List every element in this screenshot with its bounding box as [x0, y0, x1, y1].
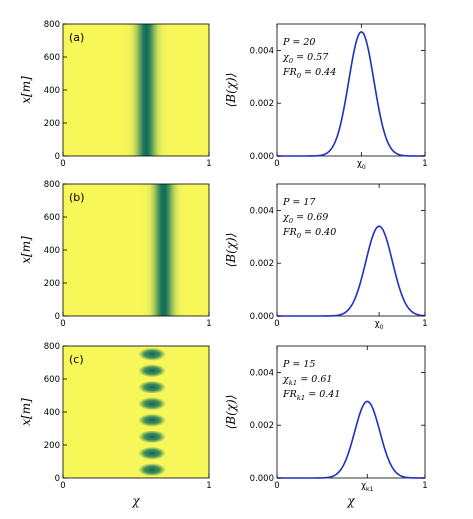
y-tick-label: 200: [44, 441, 60, 451]
heatmap-panel-1: 0 200 400 600 800 0 1 (a) x[m]: [19, 20, 212, 169]
x-tick-label: 1: [422, 319, 427, 329]
x-tick-label: 0: [60, 319, 65, 329]
heatmap-field: [63, 184, 209, 316]
heatmap-stripe-2: [138, 447, 166, 460]
y-tick-label: 600: [44, 53, 60, 63]
y-tick-label: 400: [44, 86, 60, 96]
y-tick-label: 0.002: [250, 99, 274, 109]
y-tick-label: 0.004: [250, 368, 274, 378]
x-tick-label: 0: [274, 159, 279, 169]
y-tick-label: 0: [55, 312, 60, 322]
y-tick-label: 800: [44, 20, 60, 30]
x-tick-label: χ0: [375, 319, 384, 331]
y-tick-label: 200: [44, 279, 60, 289]
heatmap-stripe-1: [138, 463, 166, 476]
y-axis-label: ⟨B(χ)⟩: [224, 233, 238, 268]
heatmap-background: [63, 346, 209, 478]
y-tick-label: 0.000: [250, 312, 274, 322]
y-tick-label: 0.002: [250, 259, 274, 269]
y-tick-label: 600: [44, 213, 60, 223]
y-axis-label: x[m]: [19, 76, 33, 104]
x-tick-label: 1: [206, 159, 211, 169]
y-tick-label: 0.000: [250, 474, 274, 484]
heatmap-panel-2: 0 200 400 600 800 0 1 (b) x[m]: [19, 180, 212, 329]
x-axis-label: χ: [346, 494, 355, 508]
heatmap-stripe-4: [138, 414, 166, 427]
heatmap-panel-3: 0 200 400 600 800 0 1 (c) x[m] χ: [19, 342, 212, 508]
y-axis-label: x[m]: [19, 236, 33, 264]
y-tick-label: 0.002: [250, 421, 274, 431]
x-tick-label: 0: [60, 481, 65, 491]
y-axis-label: x[m]: [19, 398, 33, 426]
y-tick-label: 0.000: [250, 152, 274, 162]
y-tick-label: 400: [44, 408, 60, 418]
x-tick-label: 1: [422, 481, 427, 491]
annotation-1: P = 15: [282, 359, 315, 370]
y-tick-label: 0: [55, 474, 60, 484]
y-tick-label: 800: [44, 342, 60, 352]
x-axis-label: χ: [131, 494, 140, 508]
y-tick-label: 800: [44, 180, 60, 190]
heatmap-stripe-7: [138, 364, 166, 377]
panel-label: (b): [69, 191, 85, 204]
y-axis-label: ⟨B(χ)⟩: [224, 73, 238, 108]
x-tick-label: χk1: [361, 481, 373, 493]
panel-label: (c): [69, 353, 84, 366]
x-tick-label: 1: [206, 319, 211, 329]
y-tick-label: 0.004: [250, 206, 274, 216]
heatmap-field: [63, 24, 209, 156]
heatmap-stripe-5: [138, 397, 166, 410]
y-tick-label: 200: [44, 119, 60, 129]
y-tick-label: 0.004: [250, 46, 274, 56]
x-tick-label: 1: [206, 481, 211, 491]
heatmap-stripe-3: [138, 430, 166, 443]
y-tick-label: 0: [55, 152, 60, 162]
y-axis-label: ⟨B(χ)⟩: [224, 395, 238, 430]
heatmap-stripe-8: [138, 348, 166, 361]
y-tick-label: 600: [44, 375, 60, 385]
heatmap-stripe-6: [138, 381, 166, 394]
x-tick-label: 0: [274, 319, 279, 329]
y-tick-label: 400: [44, 246, 60, 256]
annotation-1: P = 20: [282, 37, 315, 48]
x-tick-label: 0: [274, 481, 279, 491]
x-tick-label: 1: [422, 159, 427, 169]
annotation-1: P = 17: [282, 197, 316, 208]
x-tick-label: 0: [60, 159, 65, 169]
panel-label: (a): [69, 31, 84, 44]
x-tick-label: χ0: [357, 159, 366, 171]
